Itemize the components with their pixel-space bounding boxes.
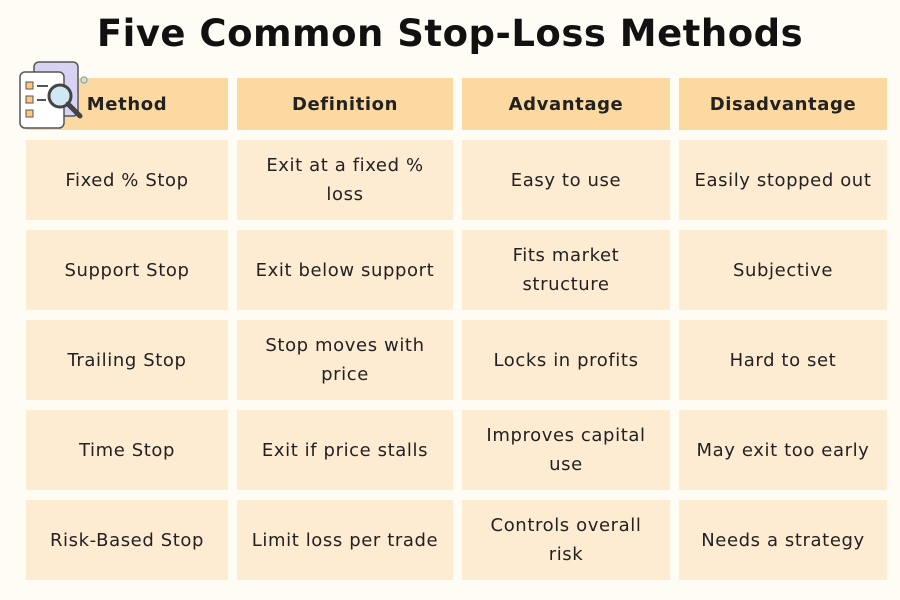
table-cell: Limit loss per trade (237, 500, 453, 580)
table: Method Definition Advantage Disadvantage Fix… (26, 78, 888, 590)
table-cell: Needs a strategy (679, 500, 887, 580)
header-cell: Disadvantage (679, 78, 887, 130)
table-cell: Fits market structure (462, 230, 670, 310)
table-cell: Locks in profits (462, 320, 670, 400)
document-icon (19, 61, 88, 129)
table-cell: Exit at a fixed % loss (237, 140, 453, 220)
table-cell: Easy to use (462, 140, 670, 220)
header-cell: Advantage (462, 78, 670, 130)
table-cell: May exit too early (679, 410, 887, 490)
table-cell: Exit if price stalls (237, 410, 453, 490)
table-cell: Controls overall risk (462, 500, 670, 580)
table-cell: Improves capital use (462, 410, 670, 490)
table-cell: Trailing Stop (26, 320, 228, 400)
table-cell: Subjective (679, 230, 887, 310)
table-cell: Exit below support (237, 230, 453, 310)
table-cell: Time Stop (26, 410, 228, 490)
header-cell: Definition (237, 78, 453, 130)
table-cell: Easily stopped out (679, 140, 887, 220)
title: Five Common Stop-Loss Methods (96, 12, 804, 55)
table-cell: Risk-Based Stop (26, 500, 228, 580)
table-cell: Stop moves with price (237, 320, 453, 400)
table-cell: Support Stop (26, 230, 228, 310)
table-cell: Fixed % Stop (26, 140, 228, 220)
table-cell: Hard to set (679, 320, 887, 400)
